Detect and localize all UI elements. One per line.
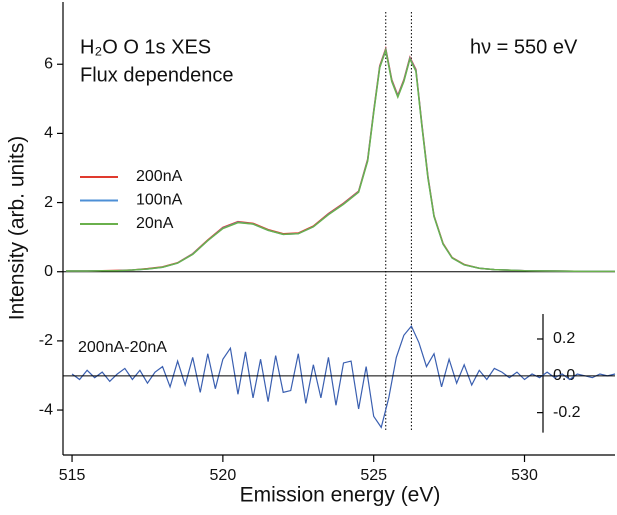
y-tick-label: -2: [39, 332, 53, 349]
x-tick-label: 525: [360, 467, 387, 484]
series-label: 200nA-20nA: [78, 339, 167, 356]
series-line: [66, 47, 615, 273]
legend-label: 100nA: [136, 192, 183, 209]
y-tick-label: 6: [44, 55, 53, 72]
y-tick-label: -4: [39, 401, 53, 418]
legend-label: 200nA: [136, 168, 183, 185]
annotation: hν = 550 eV: [470, 36, 578, 58]
legend-label: 20nA: [136, 215, 174, 232]
x-tick-label: 530: [511, 467, 538, 484]
y-tick-label: 0: [44, 263, 53, 280]
y2-tick-label: 0.2: [553, 330, 575, 347]
chart-subtitle: Flux dependence: [80, 64, 233, 86]
y-axis-label: Intensity (arb. units): [6, 136, 29, 320]
y-tick-label: 2: [44, 194, 53, 211]
y2-tick-label: -0.2: [553, 404, 581, 421]
x-tick-label: 515: [59, 467, 86, 484]
y-tick-label: 4: [44, 125, 53, 142]
series-line: [71, 324, 616, 429]
x-axis-label: Emission energy (eV): [240, 484, 441, 507]
chart-title: H₂O O 1s XES: [80, 36, 211, 58]
x-tick-label: 520: [210, 467, 237, 484]
